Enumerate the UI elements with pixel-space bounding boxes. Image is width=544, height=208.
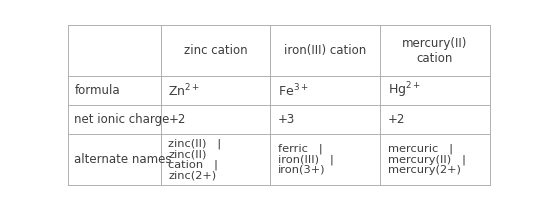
Text: iron(III) cation: iron(III) cation [284, 44, 366, 57]
Text: alternate names: alternate names [75, 153, 172, 166]
Text: Fe$^{3+}$: Fe$^{3+}$ [278, 82, 308, 99]
Text: Zn$^{2+}$: Zn$^{2+}$ [168, 82, 201, 99]
Text: mercuric   |: mercuric | [387, 144, 453, 154]
Text: zinc cation: zinc cation [184, 44, 248, 57]
Text: net ionic charge: net ionic charge [75, 113, 170, 126]
Text: mercury(II)   |: mercury(II) | [387, 154, 466, 165]
Text: zinc(II): zinc(II) [168, 149, 207, 159]
Text: +2: +2 [168, 113, 186, 126]
Text: cation   |: cation | [168, 160, 218, 170]
Text: ferric   |: ferric | [278, 144, 323, 154]
Text: mercury(2+): mercury(2+) [387, 165, 460, 175]
Text: zinc(II)   |: zinc(II) | [168, 139, 221, 149]
Text: +2: +2 [387, 113, 405, 126]
Text: iron(3+): iron(3+) [278, 165, 325, 175]
Text: Hg$^{2+}$: Hg$^{2+}$ [387, 81, 421, 100]
Text: mercury(II)
cation: mercury(II) cation [402, 37, 467, 65]
Text: +3: +3 [278, 113, 295, 126]
Text: zinc(2+): zinc(2+) [168, 170, 217, 180]
Text: formula: formula [75, 84, 120, 97]
Text: iron(III)   |: iron(III) | [278, 154, 334, 165]
